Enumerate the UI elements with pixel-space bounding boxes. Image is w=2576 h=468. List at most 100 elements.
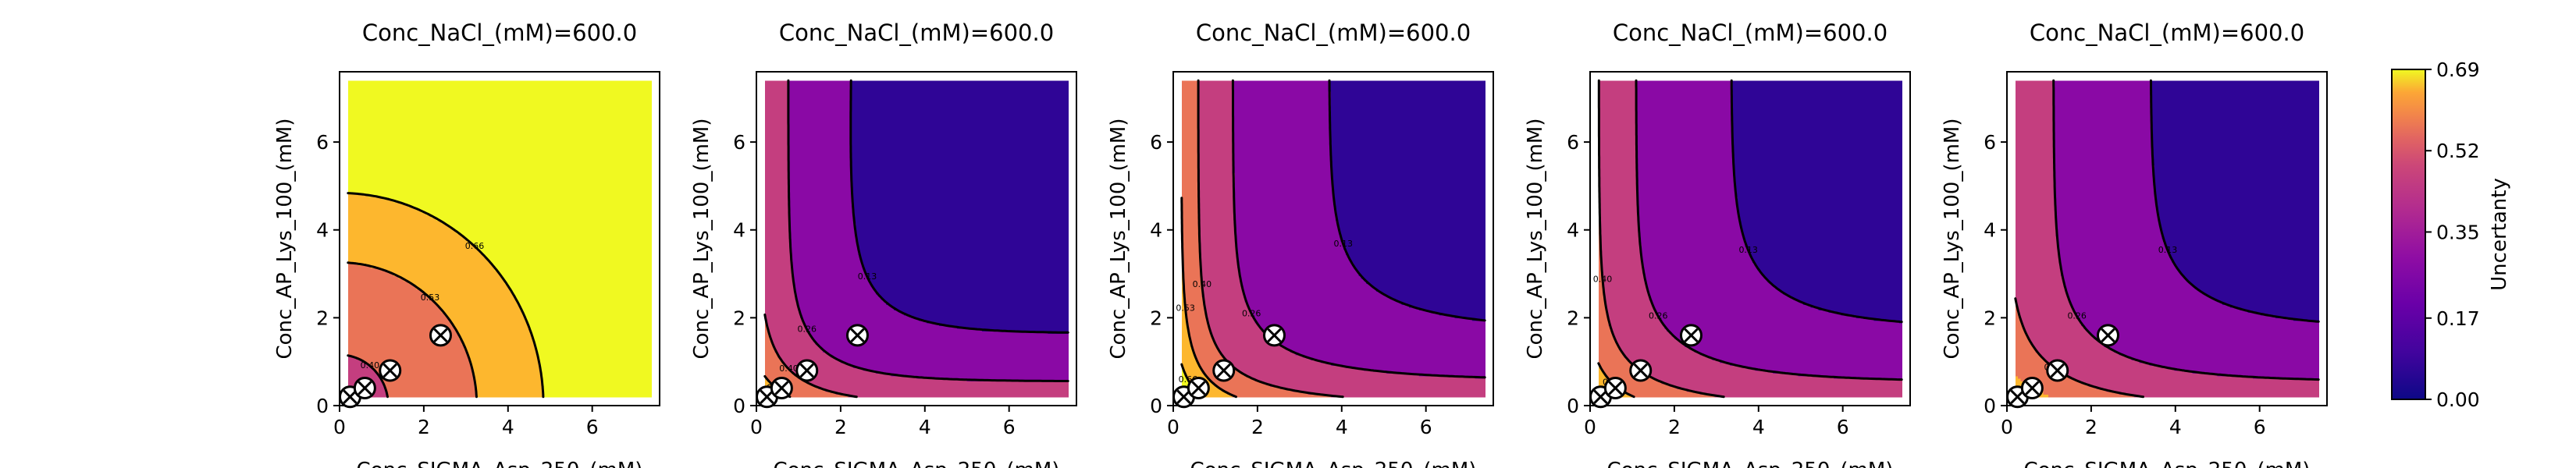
subplot-1: 0.40 0.53 0.66 0 2 4 6 0 2 4 6 Conc_NaCl_(mM)=600.0…	[273, 20, 660, 468]
contour-label: 0.40	[1193, 279, 1212, 289]
y-tick-label: 6	[733, 131, 745, 154]
y-tick-label: 6	[1150, 131, 1162, 154]
x-tick-label: 4	[919, 416, 931, 438]
contour-label: 0.66	[465, 241, 485, 251]
contour-label: 0.26	[1242, 308, 1261, 318]
subplot-title: Conc_NaCl_(mM)=600.0	[779, 20, 1054, 46]
y-axis-label: Conc_AP_Lys_100_(mM)	[1941, 118, 1964, 359]
subplot-title: Conc_NaCl_(mM)=600.0	[362, 20, 637, 46]
subplot-title: Conc_NaCl_(mM)=600.0	[1196, 20, 1471, 46]
contour-label: 0.26	[2067, 311, 2087, 321]
y-tick-label: 2	[1150, 307, 1162, 329]
x-tick-label: 2	[1251, 416, 1264, 438]
contour-fill	[765, 80, 1069, 397]
x-tick-label: 0	[1584, 416, 1596, 438]
x-tick-label: 6	[586, 416, 599, 438]
colorbar-tick-label: 0.69	[2436, 58, 2480, 81]
y-tick-label: 4	[1567, 219, 1579, 242]
y-tick-label: 0	[1150, 395, 1162, 417]
x-tick-label: 2	[2085, 416, 2097, 438]
y-tick-label: 6	[1567, 131, 1579, 154]
contour-label: 0.53	[421, 292, 440, 303]
colorbar: 0.00 0.17 0.35 0.52 0.69 Uncertanty	[2392, 58, 2511, 411]
contour-label: 0.40	[1593, 274, 1613, 284]
y-tick-label: 4	[1150, 219, 1162, 242]
x-tick-label: 0	[1167, 416, 1179, 438]
x-tick-label: 4	[1336, 416, 1348, 438]
x-axis-label: Conc_SIGMA_Asp_250_(mM)	[1607, 459, 1894, 468]
y-tick-label: 2	[733, 307, 745, 329]
x-tick-label: 6	[1420, 416, 1432, 438]
y-tick-label: 4	[733, 219, 745, 242]
colorbar-tick-label: 0.52	[2436, 140, 2480, 162]
x-tick-label: 4	[502, 416, 514, 438]
colorbar-tick-label: 0.35	[2436, 221, 2480, 243]
y-tick-label: 6	[316, 131, 329, 154]
contour-label: 0.13	[2158, 245, 2178, 255]
x-axis-label: Conc_SIGMA_Asp_250_(mM)	[357, 459, 643, 468]
sample-point	[2097, 325, 2118, 346]
contour-label: 0.26	[1649, 311, 1668, 321]
x-tick-label: 4	[2169, 416, 2182, 438]
subplot-5: 0.130.260.4002460246Conc_NaCl_(mM)=600.0…	[1941, 20, 2327, 468]
sample-point	[380, 360, 400, 381]
x-axis-label: Conc_SIGMA_Asp_250_(mM)	[2024, 459, 2311, 468]
contour-fill	[1599, 80, 1902, 397]
y-tick-label: 2	[1984, 307, 1996, 329]
x-tick-label: 4	[1752, 416, 1765, 438]
x-tick-label: 6	[2254, 416, 2266, 438]
x-tick-label: 0	[333, 416, 346, 438]
y-axis-label: Conc_AP_Lys_100_(mM)	[1524, 118, 1547, 359]
x-tick-label: 2	[1668, 416, 1681, 438]
x-tick-label: 0	[750, 416, 763, 438]
subplot-4: 0.130.260.400.5302460246Conc_NaCl_(mM)=6…	[1524, 20, 1910, 468]
sample-point	[1631, 360, 1651, 381]
colorbar-tick-label: 0.17	[2436, 307, 2480, 330]
y-tick-label: 0	[1567, 395, 1579, 417]
sample-point	[1681, 325, 1701, 346]
y-axis-label: Conc_AP_Lys_100_(mM)	[1107, 118, 1130, 359]
sample-point	[354, 378, 375, 398]
sample-point	[1264, 325, 1284, 346]
sample-point	[1188, 378, 1208, 398]
x-tick-label: 6	[1837, 416, 1849, 438]
sample-point	[2022, 378, 2042, 398]
subplots: 0.40 0.53 0.66 0 2 4 6 0 2 4 6 Conc_NaCl_(mM)=600.0…	[273, 20, 2327, 468]
contour-label: 0.40	[361, 360, 380, 370]
subplot-3: 0.130.260.400.530.660 2 4 60246Conc_NaCl_(m…	[1107, 20, 1493, 468]
y-axis-label: Conc_AP_Lys_100_(mM)	[690, 118, 713, 359]
contour-label: 0.13	[1334, 239, 1354, 249]
sample-point	[2048, 360, 2068, 381]
sample-point	[797, 360, 817, 381]
contour-label: 0.26	[798, 324, 817, 335]
contour-label: 0.13	[858, 271, 877, 282]
subplot-title: Conc_NaCl_(mM)=600.0	[1613, 20, 1888, 46]
y-tick-label: 2	[316, 307, 329, 329]
x-tick-label: 0	[2001, 416, 2013, 438]
sample-point	[847, 325, 867, 346]
x-tick-label: 2	[834, 416, 847, 438]
y-tick-label: 4	[316, 219, 329, 242]
subplot-2: 0.130.260.400.5302460246Conc_NaCl_(mM)=6…	[690, 20, 1076, 468]
x-tick-label: 2	[418, 416, 430, 438]
sample-point	[771, 378, 792, 398]
y-axis-label: Conc_AP_Lys_100_(mM)	[273, 118, 297, 359]
y-tick-label: 0	[733, 395, 745, 417]
sample-point	[1605, 378, 1625, 398]
sample-point	[1214, 360, 1234, 381]
sample-point	[430, 325, 450, 346]
x-tick-label: 6	[1003, 416, 1016, 438]
y-tick-label: 6	[1984, 131, 1996, 154]
contour-label: 0.40	[779, 363, 799, 374]
x-axis-label: Conc_SIGMA_Asp_250_(mM)	[1190, 459, 1477, 468]
contour-fill	[348, 80, 652, 397]
contour-label: 0.53	[1176, 303, 1195, 314]
y-tick-label: 0	[1984, 395, 1996, 417]
y-tick-label: 4	[1984, 219, 1996, 242]
colorbar-gradient	[2392, 69, 2425, 399]
colorbar-tick-label: 0.00	[2436, 388, 2480, 411]
colorbar-label: Uncertanty	[2488, 178, 2511, 291]
y-tick-label: 0	[316, 395, 329, 417]
contour-label: 0.13	[1738, 245, 1758, 255]
